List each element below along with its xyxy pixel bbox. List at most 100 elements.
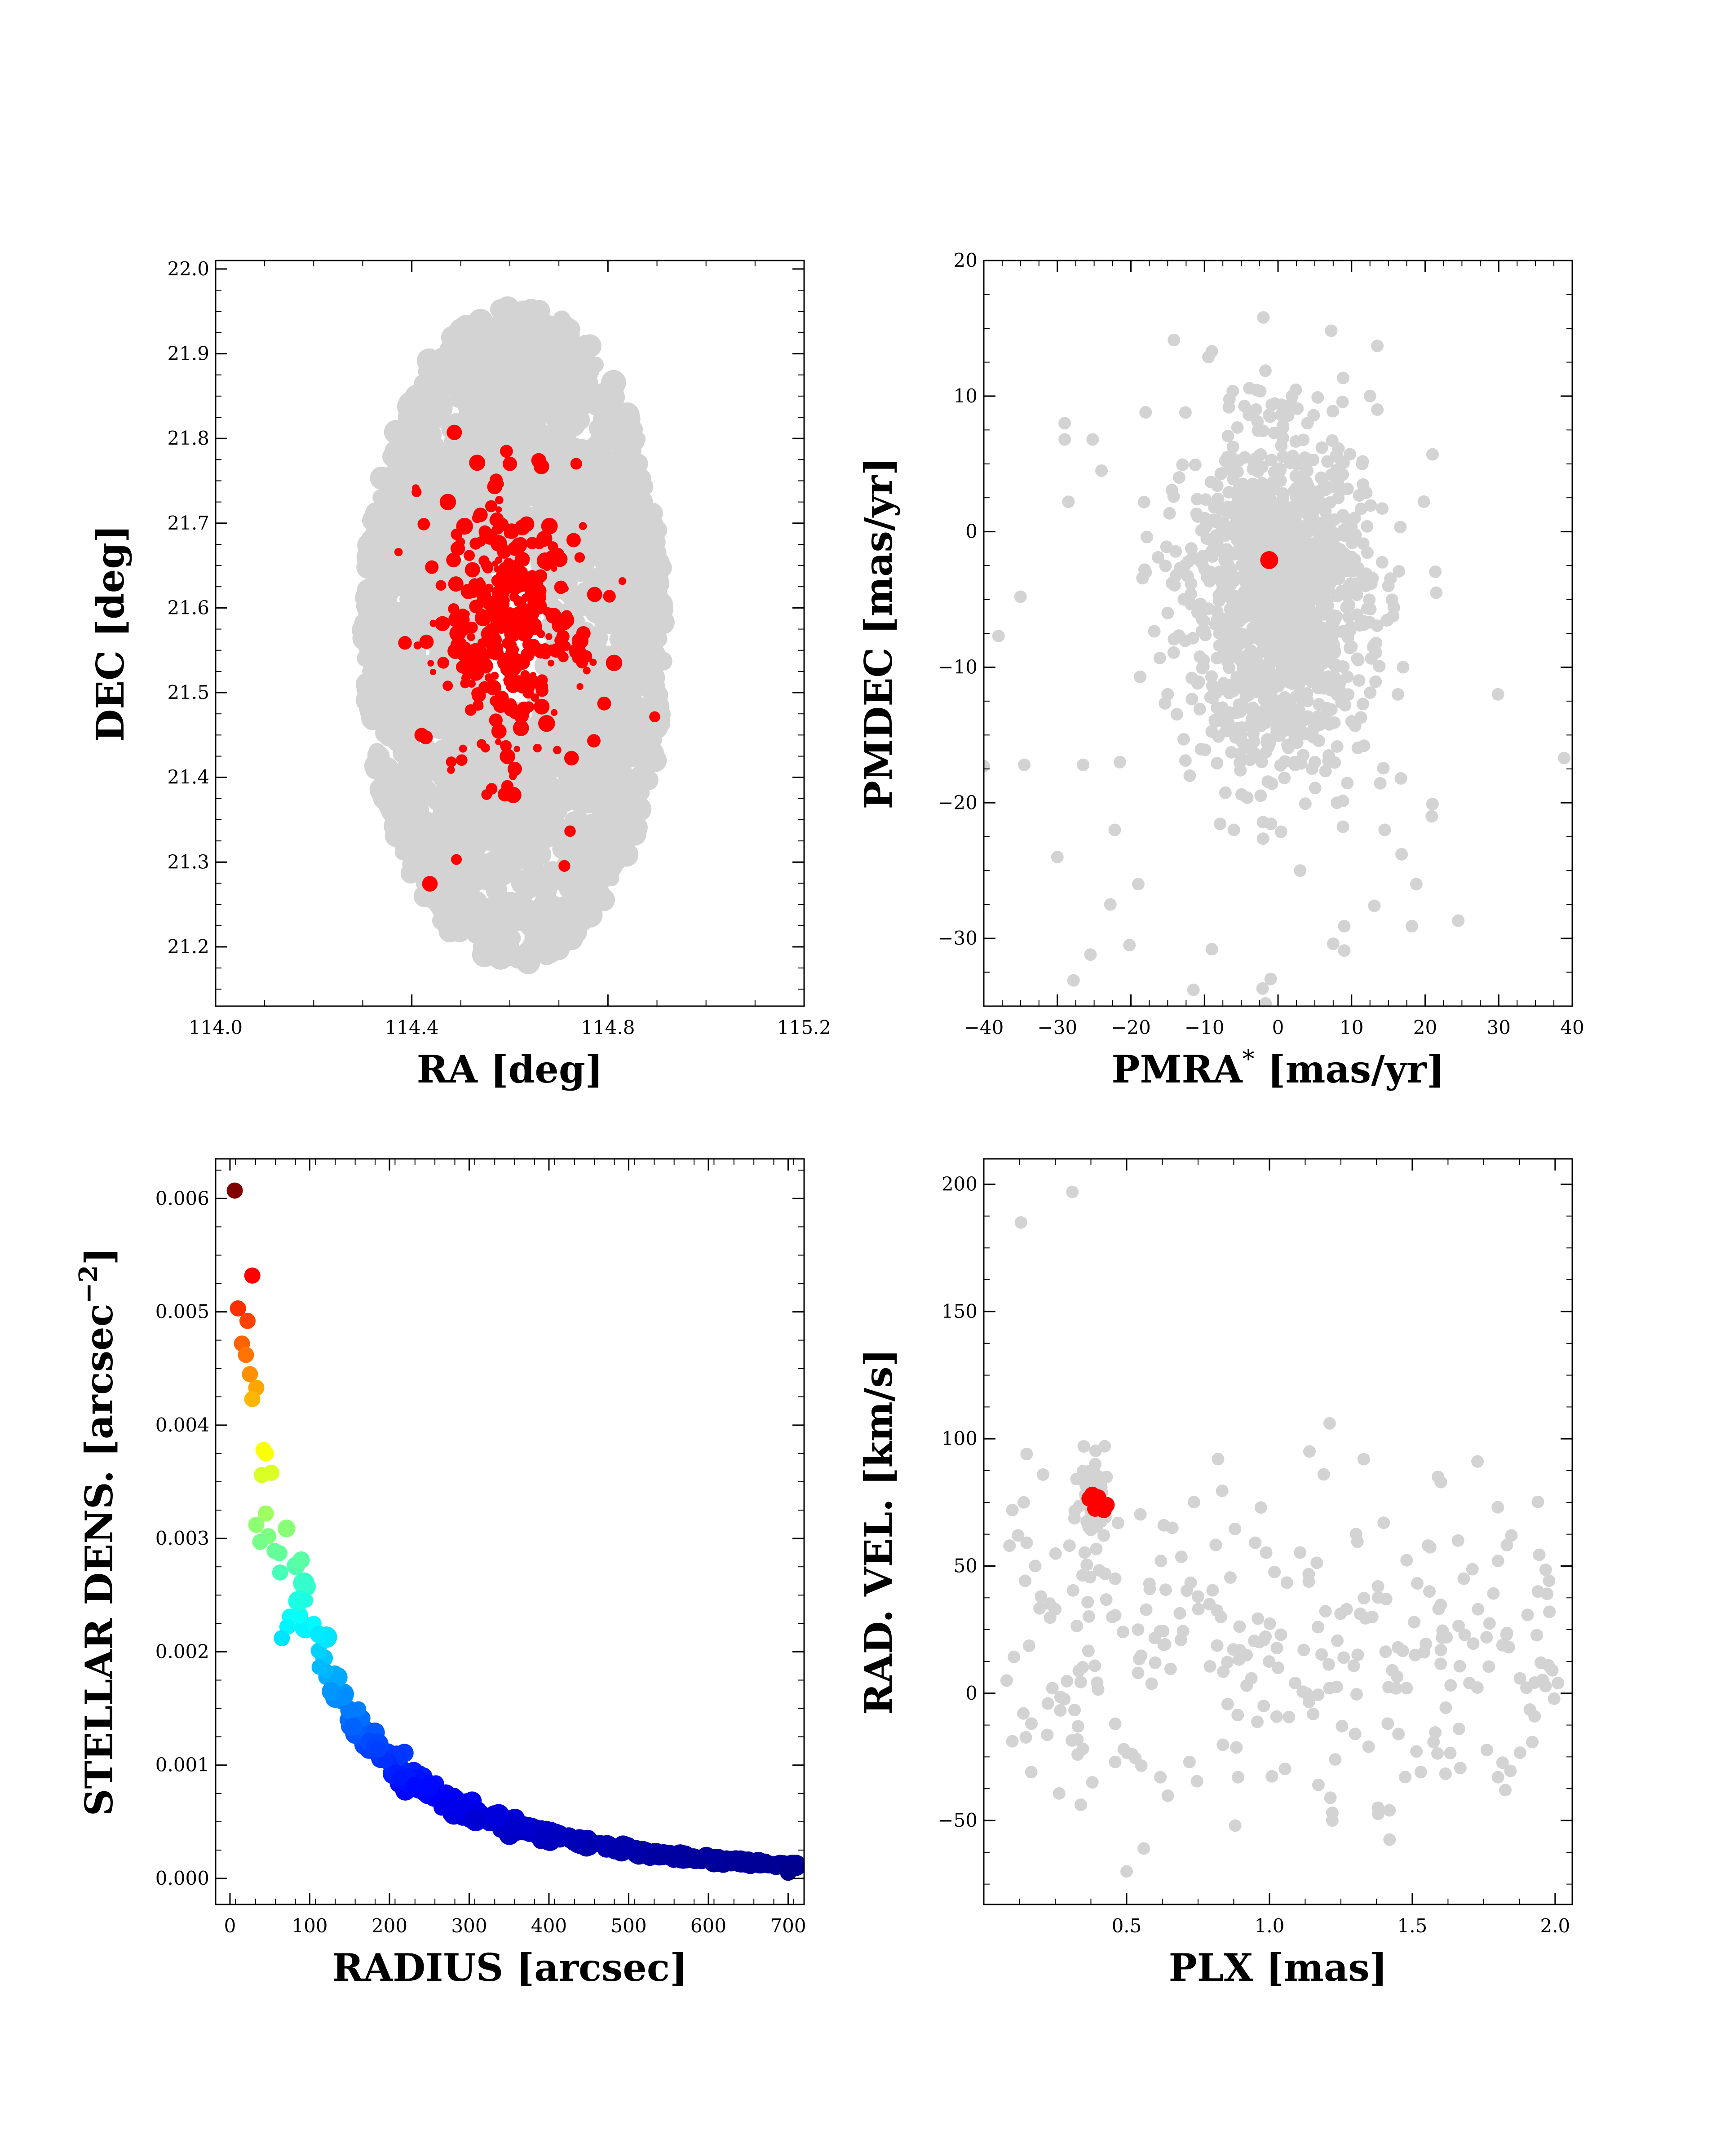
field-star-point [1348, 553, 1361, 566]
field-star-point [1168, 333, 1181, 346]
sky-ytick-label: 21.2 [167, 936, 209, 958]
density-point [548, 1825, 570, 1847]
member-star-point [503, 456, 517, 471]
field-star-point [1179, 754, 1192, 767]
field-star-point [1432, 1471, 1445, 1484]
field-star-point [1265, 454, 1278, 467]
field-star-point [1288, 733, 1301, 747]
field-star-point [1250, 490, 1263, 503]
member-star-point [479, 640, 488, 648]
field-star-point [1123, 939, 1136, 952]
field-star-point [1238, 552, 1251, 566]
field-star-point [1350, 588, 1363, 601]
field-star-point [1263, 534, 1276, 547]
density-point [311, 1659, 327, 1675]
density-point [226, 1182, 243, 1199]
density-point [503, 1818, 519, 1834]
member-star-point [551, 565, 557, 572]
member-star-point [547, 659, 555, 667]
field-star-point [1108, 823, 1121, 836]
field-star-point [1141, 530, 1154, 543]
field-star-point [1278, 771, 1291, 784]
field-star-point [1315, 441, 1328, 454]
member-star-point [513, 720, 529, 736]
radial-velocity-points [1000, 1185, 1565, 1878]
member-star-point [469, 455, 486, 471]
field-star-point [483, 870, 507, 894]
field-star-point [583, 813, 602, 831]
field-star-point [554, 337, 572, 355]
field-star-point [1364, 499, 1377, 512]
member-star-point [472, 513, 482, 523]
member-star-point [484, 648, 495, 658]
field-star-point [448, 920, 471, 942]
field-star-point [1006, 1503, 1019, 1516]
field-star-point [1315, 521, 1328, 534]
field-star-point [1149, 1656, 1162, 1669]
field-star-point [1237, 491, 1250, 504]
field-star-point [1185, 542, 1198, 555]
density-point [288, 1590, 309, 1612]
density-point [244, 1267, 261, 1284]
field-star-point [473, 913, 494, 934]
field-star-point [460, 715, 480, 734]
field-star-point [579, 545, 599, 565]
field-star-point [606, 609, 628, 630]
member-star-point [478, 555, 490, 566]
field-star-point [559, 923, 584, 947]
member-star-point [448, 576, 464, 592]
field-star-point [552, 317, 573, 337]
field-star-point [1230, 707, 1243, 720]
field-star-point [362, 596, 379, 613]
field-star-point [1341, 482, 1354, 495]
field-star-point [1285, 711, 1298, 725]
member-star-point [500, 748, 515, 764]
field-star-point [1328, 513, 1341, 526]
field-star-point [1377, 762, 1390, 775]
field-star-point [1351, 742, 1364, 755]
field-star-point [579, 700, 598, 719]
field-star-point [1314, 545, 1327, 558]
member-star-point [504, 701, 519, 717]
density-point [239, 1312, 256, 1329]
density-point [686, 1850, 704, 1869]
field-star-point [1214, 503, 1227, 516]
field-star-point [1198, 512, 1211, 525]
field-star-point [606, 783, 630, 807]
field-star-point [1012, 1529, 1025, 1542]
field-star-point [375, 584, 394, 603]
density-point [336, 1688, 354, 1705]
field-star-point [1185, 693, 1199, 706]
field-star-point [1346, 531, 1359, 544]
density-profile-ylabel-main: STELLAR DENS. [arcsec [77, 1303, 121, 1816]
field-star-point [626, 593, 643, 610]
proper-motion-xtick-label: 40 [1560, 1016, 1584, 1038]
field-star-point [1361, 602, 1374, 615]
field-star-point [1273, 582, 1286, 595]
field-star-point [1361, 520, 1374, 533]
field-star-point [1257, 693, 1270, 706]
field-star-point [538, 325, 555, 343]
member-star-point [468, 680, 476, 688]
field-star-point [531, 897, 552, 917]
member-star-point [576, 683, 584, 690]
field-star-point [1472, 1603, 1485, 1616]
field-star-point [462, 473, 487, 498]
member-star-point [412, 484, 420, 492]
field-star-point [1165, 484, 1178, 497]
member-star-point [491, 574, 504, 588]
field-star-point [1173, 561, 1186, 574]
member-star-point [398, 636, 412, 650]
field-star-point [1328, 540, 1341, 553]
field-star-point [1282, 645, 1295, 658]
field-star-point [627, 774, 644, 792]
field-star-point [1349, 1727, 1362, 1741]
field-star-point [357, 579, 382, 604]
member-star-point [583, 667, 591, 675]
member-star-point [507, 541, 522, 556]
field-star-point [1307, 665, 1320, 678]
field-star-point [1289, 383, 1302, 396]
member-star-point [514, 552, 530, 567]
field-star-point [1250, 748, 1263, 761]
field-star-point [1179, 406, 1192, 419]
